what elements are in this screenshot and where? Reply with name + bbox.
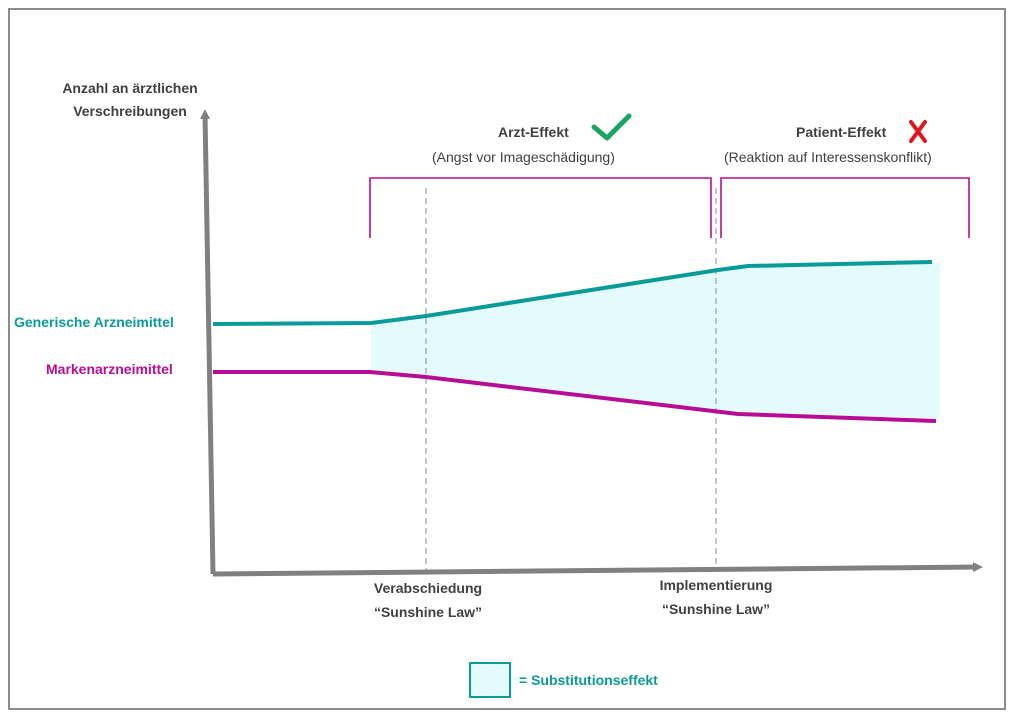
series-line-generische-arzneimittel <box>212 260 933 326</box>
series-label-markenarzneimittel: Markenarzneimittel <box>46 361 173 377</box>
legend-swatch <box>469 662 511 698</box>
arzt-effekt-subtitle: (Angst vor Imageschädigung) <box>432 149 615 165</box>
y-axis-label: Anzahl an ärztlichen Verschreibungen <box>40 80 220 120</box>
y-axis <box>200 109 216 575</box>
event-label-implementierung-line1: Implementierung <box>659 577 773 593</box>
event-label-verabschiedung-line2: “Sunshine Law” <box>373 603 483 620</box>
checkmark-icon <box>591 113 632 141</box>
patient-effekt-subtitle: (Reaktion auf Interessenskonflikt) <box>724 149 932 165</box>
patient-effekt-title: Patient-Effekt <box>796 124 887 140</box>
event-label-implementierung-line2: “Sunshine Law” <box>661 600 771 617</box>
bracket-arzt-effekt <box>369 177 712 238</box>
event-label-verabschiedung-line1: Verabschiedung <box>373 580 483 596</box>
substitution-area <box>371 262 940 418</box>
bracket-patient-effekt <box>720 177 970 238</box>
event-label-implementierung: Implementierung “Sunshine Law” <box>636 577 796 618</box>
series-line-markenarzneimittel <box>213 370 937 423</box>
series-label-generische-arzneimittel: Generische Arzneimittel <box>14 314 174 330</box>
event-label-verabschiedung: Verabschiedung “Sunshine Law” <box>348 580 508 621</box>
x-axis <box>212 562 983 577</box>
cross-icon <box>909 120 927 143</box>
diagram-frame <box>8 8 1006 710</box>
y-axis-label-line1: Anzahl an ärztlichen <box>62 80 198 96</box>
legend-label: = Substitutionseffekt <box>519 672 658 688</box>
arzt-effekt-title: Arzt-Effekt <box>498 124 569 140</box>
y-axis-label-line2: Verschreibungen <box>73 102 187 119</box>
